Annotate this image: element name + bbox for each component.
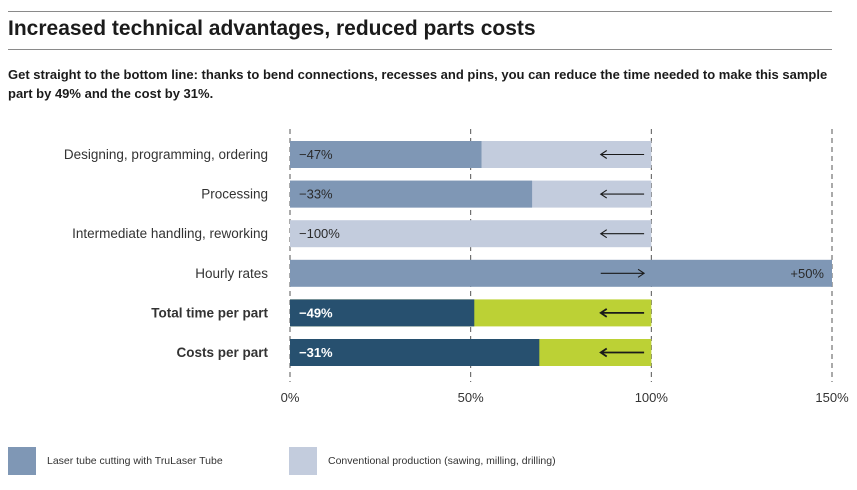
x-tick-label-3: 150% [815,390,849,405]
data-label: −47% [299,147,333,162]
bar-laser [290,299,475,327]
bar-row-6: Costs per part −31% [176,339,652,366]
legend-label-laser: Laser tube cutting with TruLaser Tube [47,455,223,467]
category-label: Designing, programming, ordering [64,147,268,162]
arrow-left-icon [599,308,645,318]
legend-label-conventional: Conventional production (sawing, milling… [328,455,556,467]
arrow-left-icon [599,150,645,159]
top-rule [8,11,832,12]
data-label: −31% [299,345,333,360]
bar-row-3: Intermediate handling, reworking −100% [72,220,652,248]
bar-laser [290,259,832,287]
category-label: Processing [201,187,268,202]
data-label: −100% [299,226,340,241]
bar-laser [290,180,533,208]
bar-row-1: Designing, programming, ordering −47% [64,141,652,168]
arrow-right-icon [600,268,646,278]
subtitle: Get straight to the bottom line: thanks … [8,67,828,101]
legend-swatch-conventional [289,447,317,475]
x-tick-label-1: 50% [458,390,484,405]
category-label: Intermediate handling, reworking [72,226,268,241]
arrow-left-icon [599,229,645,239]
data-label: −49% [299,305,333,320]
x-tick-label-0: 0% [281,390,300,405]
data-label: −33% [299,187,333,202]
category-label: Hourly rates [195,266,268,281]
legend-swatch-laser [8,447,36,475]
title-rule [8,49,832,50]
category-label: Total time per part [151,305,268,320]
bar-row-2: Processing −33% [201,180,652,208]
page-title: Increased technical advantages, reduced … [8,17,536,40]
category-label: Costs per part [176,345,268,360]
legend-item-laser: Laser tube cutting with TruLaser Tube [8,447,223,475]
bar-laser [290,141,482,168]
data-label: +50% [790,266,824,281]
x-tick-label-2: 100% [635,390,669,405]
bar-laser [290,339,540,366]
bar-conventional [290,220,652,248]
legend-item-conventional: Conventional production (sawing, milling… [289,447,556,475]
arrow-left-icon [599,347,645,358]
arrow-left-icon [599,189,645,199]
bar-row-4: Hourly rates +50% [195,259,832,287]
bar-row-5: Total time per part −49% [151,299,652,327]
